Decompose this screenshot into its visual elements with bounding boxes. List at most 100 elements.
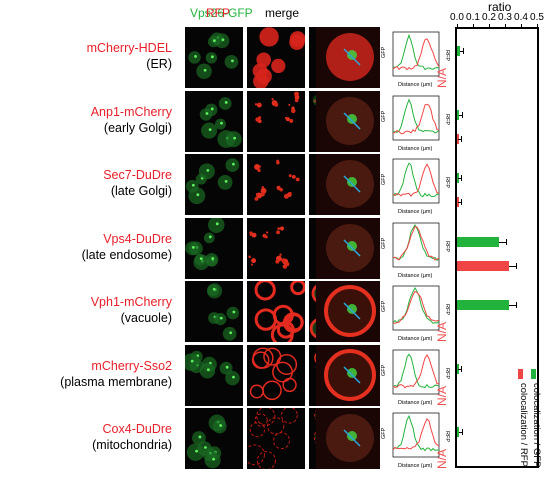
error-cap	[461, 111, 463, 118]
micrograph-gfp	[185, 27, 243, 88]
plot-axes	[392, 222, 440, 267]
ylabel-gfp: GFP	[381, 110, 387, 122]
profile-svg: GFP RFP Distance (µm) N/A	[381, 412, 450, 469]
row-label: mCherry-Sso2 (plasma membrane)	[0, 358, 172, 390]
micrograph-image	[247, 27, 305, 88]
x-tick-label: 0.2	[482, 12, 496, 23]
line-profile-plot: GFP RFP Distance (µm) N/A	[380, 409, 460, 473]
ylabel-rfp: RFP	[444, 50, 450, 61]
error-cap	[463, 48, 465, 54]
header-gfp: Vps26-GFP	[190, 6, 253, 20]
compartment-label: (early Golgi)	[103, 120, 172, 135]
micrograph-gfp	[185, 154, 243, 215]
header-merge: merge	[265, 6, 300, 20]
na-label: N/A	[435, 385, 449, 405]
line-profile-plot: GFP RFP Distance (µm) N/A	[380, 282, 460, 346]
ylabel-rfp: RFP	[444, 177, 450, 188]
ylabel-gfp: GFP	[381, 46, 387, 58]
x-tick	[505, 24, 506, 29]
rfp-profile-line	[392, 225, 440, 260]
zoom-inset	[316, 217, 380, 279]
micrograph-image	[247, 217, 305, 279]
x-tick-label: 0.1	[466, 12, 480, 23]
micrograph-rfp	[247, 90, 305, 152]
zoom-image	[316, 154, 380, 215]
rfp-profile-line	[392, 290, 440, 325]
error-bar	[457, 202, 461, 203]
error-bar	[457, 138, 461, 140]
marker-label: Cox4-DuDre	[102, 422, 172, 436]
ratio-chart: 0.0 0.1 0.2 0.3 0.4 0.5 colocalization / GFP co…	[450, 12, 544, 468]
marker-label: Vps4-DuDre	[103, 231, 172, 246]
zoom-inset	[316, 281, 380, 342]
na-label: N/A	[435, 449, 449, 469]
gfp-ratio-bar	[457, 109, 459, 120]
zoom-image	[316, 27, 380, 88]
micrograph-image	[247, 90, 305, 152]
micrograph-gfp	[185, 344, 243, 406]
gfp-ratio-bar	[457, 427, 459, 437]
error-bar	[460, 51, 464, 52]
error-cap	[460, 199, 462, 205]
ylabel-gfp: GFP	[381, 300, 387, 312]
plot-axes	[392, 349, 440, 394]
marker-label: mCherry-Sso2	[91, 358, 172, 373]
header-rfp: RFP	[206, 6, 230, 20]
micrograph-image	[185, 154, 243, 215]
error-bar	[458, 432, 462, 433]
gfp-ratio-bar	[457, 363, 459, 374]
error-bar	[458, 368, 462, 370]
header-ratio: ratio	[488, 0, 512, 14]
gfp-profile-line	[392, 352, 440, 388]
micrograph-rfp	[247, 281, 305, 342]
na-label: N/A	[435, 322, 449, 342]
xlabel-distance: Distance (µm)	[398, 336, 433, 342]
error-cap	[461, 429, 463, 435]
xlabel-distance: Distance (µm)	[398, 463, 433, 469]
rfp-profile-line	[392, 353, 440, 388]
error-cap	[460, 175, 462, 181]
gfp-profile-line	[392, 33, 440, 71]
row-label: Vps4-DuDre (late endosome)	[0, 231, 172, 263]
zoom-inset	[316, 154, 380, 215]
ylabel-rfp: RFP	[444, 368, 450, 379]
plot-axes	[392, 412, 440, 458]
gfp-profile-line	[392, 162, 440, 198]
ylabel-gfp: GFP	[381, 427, 387, 439]
ylabel-gfp: GFP	[381, 173, 387, 185]
plot-axes	[392, 31, 440, 77]
compartment-label: (late endosome)	[81, 247, 172, 262]
micrograph-image	[247, 154, 305, 215]
row-label: Anp1-mCherry (early Golgi)	[0, 104, 172, 136]
plot-axes	[392, 158, 440, 204]
zoom-inset	[316, 408, 380, 469]
compartment-label: (vacuole)	[120, 311, 172, 325]
marker-label: Vph1-mCherry	[90, 295, 172, 309]
x-tick	[489, 24, 490, 29]
profile-svg: GFP RFP Distance (µm) N/A	[381, 349, 450, 406]
ylabel-rfp: RFP	[444, 431, 450, 442]
error-cap	[515, 262, 517, 269]
error-bar	[508, 305, 516, 306]
row-label: mCherry-HDEL (ER)	[0, 40, 172, 72]
ylabel-rfp: RFP	[444, 304, 450, 315]
marker-label: Sec7-DuDre	[103, 168, 172, 182]
line-profile-plot: GFP RFP Distance (µm)	[380, 155, 460, 219]
micrograph-image	[247, 281, 305, 342]
micrograph-image	[185, 344, 243, 406]
micrograph-image	[247, 344, 305, 406]
error-bar	[499, 241, 507, 243]
xlabel-distance: Distance (µm)	[398, 146, 433, 152]
profile-svg: GFP RFP Distance (µm) N/A	[381, 31, 450, 88]
micrograph-rfp	[247, 27, 305, 88]
error-cap	[460, 135, 462, 142]
error-cap	[515, 302, 517, 308]
micrograph-rfp	[247, 154, 305, 215]
x-tick	[473, 24, 474, 29]
row-label: Vph1-mCherry (vacuole)	[0, 294, 172, 326]
micrograph-image	[185, 281, 243, 342]
x-tick-label: 0.5	[530, 12, 544, 23]
marker-label: Anp1-mCherry	[90, 104, 172, 119]
micrograph-image	[185, 408, 243, 469]
row-label: Sec7-DuDre (late Golgi)	[0, 167, 172, 199]
